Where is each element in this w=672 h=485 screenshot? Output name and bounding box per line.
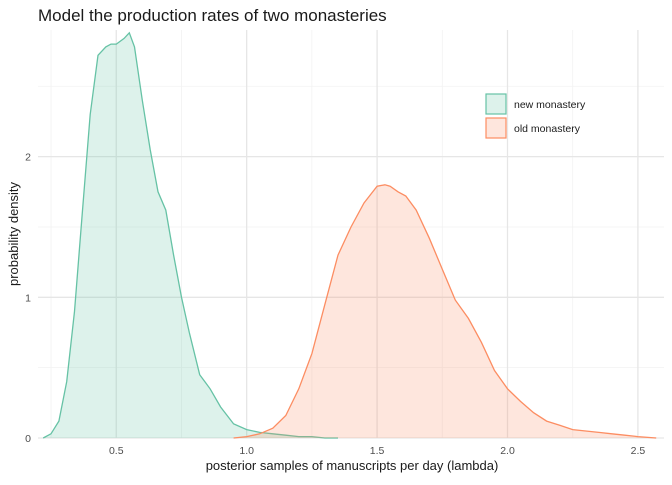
density-areas [42,31,657,439]
x-tick-label: 1.5 [370,445,385,457]
legend-label-new-monastery: new monastery [514,99,586,111]
y-axis-label: probability density [6,181,21,286]
legend-key-new-monastery [485,93,507,115]
x-tick-label: 0.5 [109,445,124,457]
x-tick-label: 2.5 [631,445,646,457]
legend-label-old-monastery: old monastery [514,123,581,135]
x-axis-ticks: 0.5 1.0 1.5 2.0 2.5 [109,445,645,457]
density-line-old-monastery [233,184,657,439]
density-fill-old-monastery [233,184,657,438]
major-gridlines [38,30,664,439]
y-axis-ticks: 0 1 2 [25,152,31,445]
chart-title: Model the production rates of two monast… [38,6,387,25]
x-tick-label: 1.0 [239,445,254,457]
x-tick-label: 2.0 [500,445,515,457]
x-axis-label: posterior samples of manuscripts per day… [206,458,499,473]
density-fill-new-monastery [43,32,338,439]
y-tick-label: 1 [25,292,31,304]
y-tick-label: 0 [25,433,31,445]
y-tick-label: 2 [25,152,31,164]
legend-key-old-monastery [485,117,507,139]
legend: new monastery old monastery [485,93,586,139]
density-line-new-monastery [42,31,338,439]
